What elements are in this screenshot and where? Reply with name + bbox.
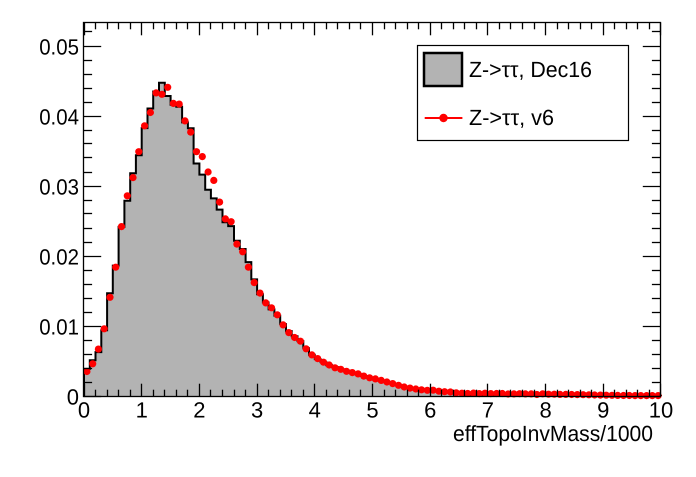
svg-text:0: 0: [78, 397, 90, 422]
svg-text:effTopoInvMass/1000: effTopoInvMass/1000: [453, 421, 653, 446]
svg-text:2: 2: [193, 397, 205, 422]
svg-text:8: 8: [539, 397, 551, 422]
svg-text:0: 0: [67, 385, 79, 410]
svg-text:10: 10: [649, 397, 673, 422]
svg-text:3: 3: [251, 397, 263, 422]
svg-text:1: 1: [136, 397, 148, 422]
svg-text:0.03: 0.03: [39, 175, 79, 200]
svg-text:0.02: 0.02: [39, 245, 79, 270]
svg-text:Z->ττ, Dec16: Z->ττ, Dec16: [469, 57, 592, 82]
svg-text:Z->ττ, v6: Z->ττ, v6: [469, 105, 554, 130]
svg-text:0.04: 0.04: [39, 105, 79, 130]
svg-text:4: 4: [309, 397, 321, 422]
svg-text:6: 6: [424, 397, 436, 422]
svg-text:5: 5: [366, 397, 378, 422]
svg-text:0.01: 0.01: [39, 315, 79, 340]
svg-text:7: 7: [482, 397, 494, 422]
svg-text:9: 9: [597, 397, 609, 422]
svg-text:0.05: 0.05: [39, 35, 79, 60]
